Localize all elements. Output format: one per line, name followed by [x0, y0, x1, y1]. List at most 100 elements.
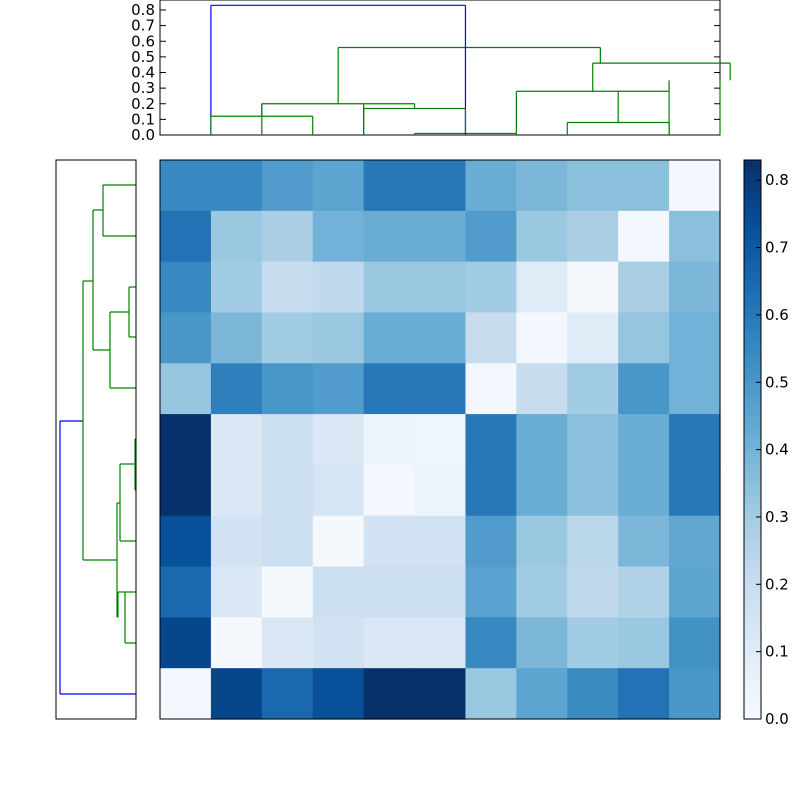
heatmap-cell — [363, 668, 416, 720]
colorbar-segment — [744, 546, 761, 552]
colorbar-segment — [744, 350, 761, 357]
colorbar-tick-label: 0.7 — [765, 239, 789, 257]
heatmap-cell — [618, 414, 670, 466]
heatmap-cell — [160, 414, 212, 466]
heatmap-cell — [312, 261, 365, 314]
heatmap-cell — [516, 261, 568, 314]
heatmap-cell — [312, 312, 365, 364]
colorbar-segment — [744, 709, 761, 715]
dendrogram-ytick-label: 0.5 — [131, 48, 155, 66]
colorbar-segment — [744, 579, 761, 585]
heatmap-cell — [160, 566, 212, 618]
heatmap-cell — [210, 617, 263, 669]
colorbar-segment — [744, 453, 761, 459]
heatmap-cell — [516, 210, 568, 263]
colorbar-segment — [744, 653, 761, 660]
heatmap-cell — [669, 210, 721, 263]
dendrogram-ytick-label: 0.3 — [131, 79, 155, 97]
colorbar-segment — [744, 495, 761, 501]
colorbar-segment — [744, 565, 761, 571]
heatmap-cell — [618, 312, 670, 364]
heatmap-cell — [669, 515, 721, 568]
colorbar-segment — [744, 383, 761, 389]
colorbar-segment — [744, 392, 761, 399]
top-dendrogram: 0.00.10.20.30.40.50.60.70.8 — [131, 0, 731, 144]
colorbar-segment — [744, 528, 761, 534]
colorbar-segment — [744, 183, 761, 189]
heatmap-cell — [261, 414, 314, 466]
colorbar-segment — [744, 220, 761, 226]
colorbar-segment — [744, 248, 761, 254]
dendrogram-ytick-label: 0.8 — [131, 1, 155, 19]
colorbar-segment — [744, 714, 761, 720]
heatmap-cell — [465, 464, 517, 517]
heatmap-cell — [465, 515, 517, 568]
heatmap-cell — [414, 515, 467, 568]
heatmap-cell — [414, 363, 467, 415]
heatmap-cell — [567, 261, 619, 314]
colorbar-segment — [744, 332, 761, 338]
colorbar-segment — [744, 611, 761, 618]
colorbar-segment — [744, 323, 761, 329]
heatmap-cell — [567, 414, 619, 466]
heatmap-cell — [210, 566, 263, 618]
colorbar-segment — [744, 430, 761, 436]
heatmap-cell — [516, 464, 568, 517]
heatmap-cell — [669, 414, 721, 466]
heatmap-cell — [516, 363, 568, 415]
heatmap-cell — [160, 515, 212, 568]
colorbar-segment — [744, 462, 761, 469]
colorbar-tick-label: 0.1 — [765, 643, 789, 661]
colorbar-segment — [744, 486, 761, 492]
colorbar-segment — [744, 607, 761, 613]
heatmap-cell — [414, 160, 467, 212]
colorbar-segment — [744, 257, 761, 264]
colorbar-segment — [744, 355, 761, 361]
colorbar-tick-label: 0.4 — [765, 441, 789, 459]
colorbar-segment — [744, 160, 761, 166]
colorbar-tick-label: 0.2 — [765, 575, 789, 593]
colorbar-segment — [744, 588, 761, 594]
colorbar-segment — [744, 467, 761, 473]
heatmap-cell — [618, 464, 670, 517]
heatmap-cell — [465, 414, 517, 466]
heatmap-cell — [160, 363, 212, 415]
colorbar-segment — [744, 402, 761, 408]
heatmap-cell — [618, 566, 670, 618]
colorbar-segment — [744, 476, 761, 483]
heatmap-cell — [567, 363, 619, 415]
colorbar-segment — [744, 271, 761, 278]
colorbar-segment — [744, 253, 761, 259]
colorbar-segment — [744, 686, 761, 692]
colorbar-segment — [744, 369, 761, 375]
colorbar-segment — [744, 700, 761, 706]
heatmap-cell — [669, 464, 721, 517]
colorbar-segment — [744, 313, 761, 319]
heatmap-cell — [363, 312, 416, 364]
heatmap-cell — [567, 617, 619, 669]
colorbar-segment — [744, 295, 761, 301]
heatmap-cell — [465, 566, 517, 618]
heatmap-cell — [261, 566, 314, 618]
heatmap-cell — [414, 617, 467, 669]
colorbar-segment — [744, 621, 761, 627]
colorbar-segment — [744, 262, 761, 268]
colorbar-segment — [744, 374, 761, 380]
heatmap-cell — [414, 261, 467, 314]
heatmap-cell — [312, 160, 365, 212]
heatmap-cell — [516, 312, 568, 364]
heatmap-cell — [261, 210, 314, 263]
colorbar-segment — [744, 551, 761, 557]
colorbar-segment — [744, 691, 761, 697]
colorbar-segment — [744, 406, 761, 413]
colorbar-tick-label: 0.8 — [765, 171, 789, 189]
colorbar-segment — [744, 341, 761, 347]
colorbar-tick-label: 0.6 — [765, 306, 789, 324]
heatmap-cell — [618, 668, 670, 720]
colorbar-segment — [744, 639, 761, 646]
heatmap-cell — [312, 617, 365, 669]
colorbar-segment — [744, 360, 761, 366]
colorbar-segment — [744, 472, 761, 478]
colorbar-segment — [744, 425, 761, 431]
heatmap-cell — [210, 210, 263, 263]
